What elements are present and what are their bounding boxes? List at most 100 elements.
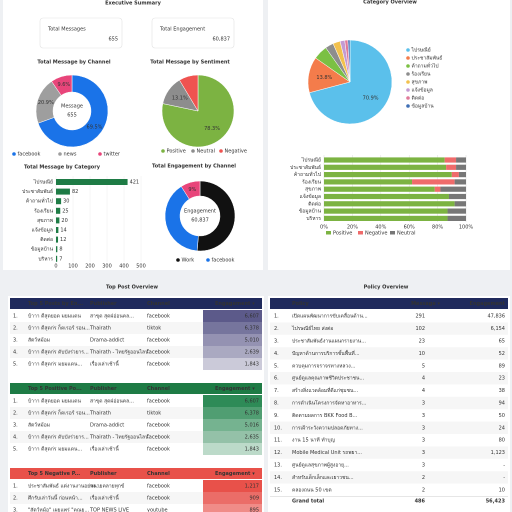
y-tick-label: ค้าถามทั่วไป xyxy=(294,171,321,178)
cell: 12. xyxy=(274,450,282,456)
cell: 8. xyxy=(274,401,279,407)
bar xyxy=(56,179,128,185)
cell: 14. xyxy=(274,475,282,481)
cell: 3 xyxy=(422,401,425,407)
value-label: 421 xyxy=(130,180,140,186)
cell: youtube xyxy=(147,508,168,512)
legend-label: facebook xyxy=(212,258,235,264)
bar-segment xyxy=(412,179,455,185)
engagement-cell xyxy=(203,358,262,370)
x-tick-label: 0 xyxy=(54,264,57,270)
cell: 3. xyxy=(13,338,18,344)
slice-label: 9.6% xyxy=(57,82,70,88)
cell: 6,378 xyxy=(245,326,259,332)
y-tick-label: ติดต่อ xyxy=(308,200,321,207)
engagement-cell xyxy=(203,395,262,407)
cell: Thairath - ไทยรัฐออนไลน์ xyxy=(89,349,149,356)
card-label: Total Engagement xyxy=(159,27,205,33)
slice-label: 13.8% xyxy=(316,75,332,81)
cell: ศึกรับเล่าวันนี้ ก่อนหน้า... xyxy=(28,493,83,502)
cell: สัตว์หม้อม xyxy=(28,422,50,429)
slice-label: 70.9% xyxy=(363,95,379,101)
cell: 6,607 xyxy=(245,314,259,320)
cell: facebook xyxy=(147,423,170,429)
cell: การเฝ้าระวังความปลอดภัยทาง... xyxy=(292,424,363,431)
cell: 52 xyxy=(499,351,505,357)
cell: 24 xyxy=(499,425,505,431)
header-cell: Publisher xyxy=(90,471,117,477)
legend-swatch xyxy=(406,72,410,76)
y-tick-label: ร้องเรียน xyxy=(34,207,54,214)
y-tick-label: ไปรษณีย์ xyxy=(301,157,321,164)
cell: บ้าาา ดีสุดก่ร ดับบังร่วยาร... xyxy=(28,434,89,441)
legend-swatch xyxy=(406,104,410,108)
bar xyxy=(56,217,60,224)
row-bg xyxy=(270,396,508,410)
header-cell: Publisher xyxy=(90,301,117,307)
y-tick-label: ร้องเรียน xyxy=(302,178,322,185)
value-label: 20 xyxy=(61,218,67,224)
legend-label: ข้อมูลบ้าน xyxy=(412,103,435,110)
cell: 3 xyxy=(422,463,425,469)
row-bg xyxy=(10,346,262,358)
cell: ศูนย์ดูแลสุขภาพผู้สูงอายุ... xyxy=(292,462,349,469)
cell: facebook xyxy=(147,350,170,356)
legend-swatch xyxy=(161,149,165,153)
cell: 2,639 xyxy=(245,350,259,356)
total-cell: Grand total xyxy=(292,499,324,505)
cell: 15. xyxy=(274,487,282,493)
cell: 6,154 xyxy=(491,326,505,332)
legend-swatch xyxy=(406,88,410,92)
cell: การดำเนินโครงการจัดหาอาหาร... xyxy=(292,400,367,407)
center-label: Engagement xyxy=(184,209,216,215)
cell: บ้าาา ดีสุดก่ร มยมแดน... xyxy=(28,446,83,453)
y-tick-label: ข้อมูลบ้าน xyxy=(31,246,54,253)
cell: 1,843 xyxy=(245,447,259,453)
cell: Thairath xyxy=(89,326,111,332)
x-tick-label: 40% xyxy=(375,225,386,231)
header-cell: Publisher xyxy=(90,386,117,392)
bar-segment xyxy=(458,172,466,178)
header-cell: Engagement ▾ xyxy=(215,301,255,307)
y-tick-label: ประชาสัมพันธ์ xyxy=(290,164,321,171)
cell: บ้าาา ดีสุดยอด มยมแดน xyxy=(28,313,81,320)
cell: เรื่องเล่าเช้านี้ xyxy=(90,493,120,502)
total-cell: 56,423 xyxy=(486,499,506,505)
chart-title: Total Message by Category xyxy=(24,165,101,171)
table-header xyxy=(10,298,262,309)
bar-segment xyxy=(324,215,448,221)
pie-slice xyxy=(51,74,73,96)
cell: 2 xyxy=(422,487,425,493)
category-panel xyxy=(268,0,510,270)
value-label: 7 xyxy=(59,256,62,262)
cell: สัตว์หม้อม xyxy=(28,337,50,344)
legend-label: ค้าถามทั่วไป xyxy=(412,63,439,70)
header-cell: Engagement xyxy=(470,301,506,307)
cell: 23 xyxy=(419,339,425,345)
legend-swatch xyxy=(406,64,410,68)
bar-segment xyxy=(440,186,466,192)
header-cell: Engagement ▾ xyxy=(215,386,255,392)
legend-swatch xyxy=(406,48,410,52)
engagement-cell xyxy=(203,431,262,443)
legend-swatch xyxy=(406,96,410,100)
bar-segment xyxy=(446,164,457,170)
cell: บ้าาา ดีสุดยอด มยมแดน xyxy=(28,398,81,405)
row-bg xyxy=(10,322,262,334)
value-label: 12 xyxy=(60,237,66,243)
engagement-cell xyxy=(203,334,262,346)
cell: 3 xyxy=(422,450,425,456)
row-bg xyxy=(270,347,508,360)
cell: Drama-addict xyxy=(90,423,124,429)
bar-segment xyxy=(324,179,413,185)
cell: Mobile Medical Unit รถพยา... xyxy=(292,450,362,456)
cell: 38 xyxy=(499,388,505,394)
cell: 2. xyxy=(13,411,18,417)
header-cell: Top 5 Positive Po... xyxy=(28,386,82,392)
bar-segment xyxy=(454,201,466,207)
card xyxy=(39,17,123,49)
pie-slice xyxy=(37,74,109,148)
cell: 1. xyxy=(274,314,279,320)
